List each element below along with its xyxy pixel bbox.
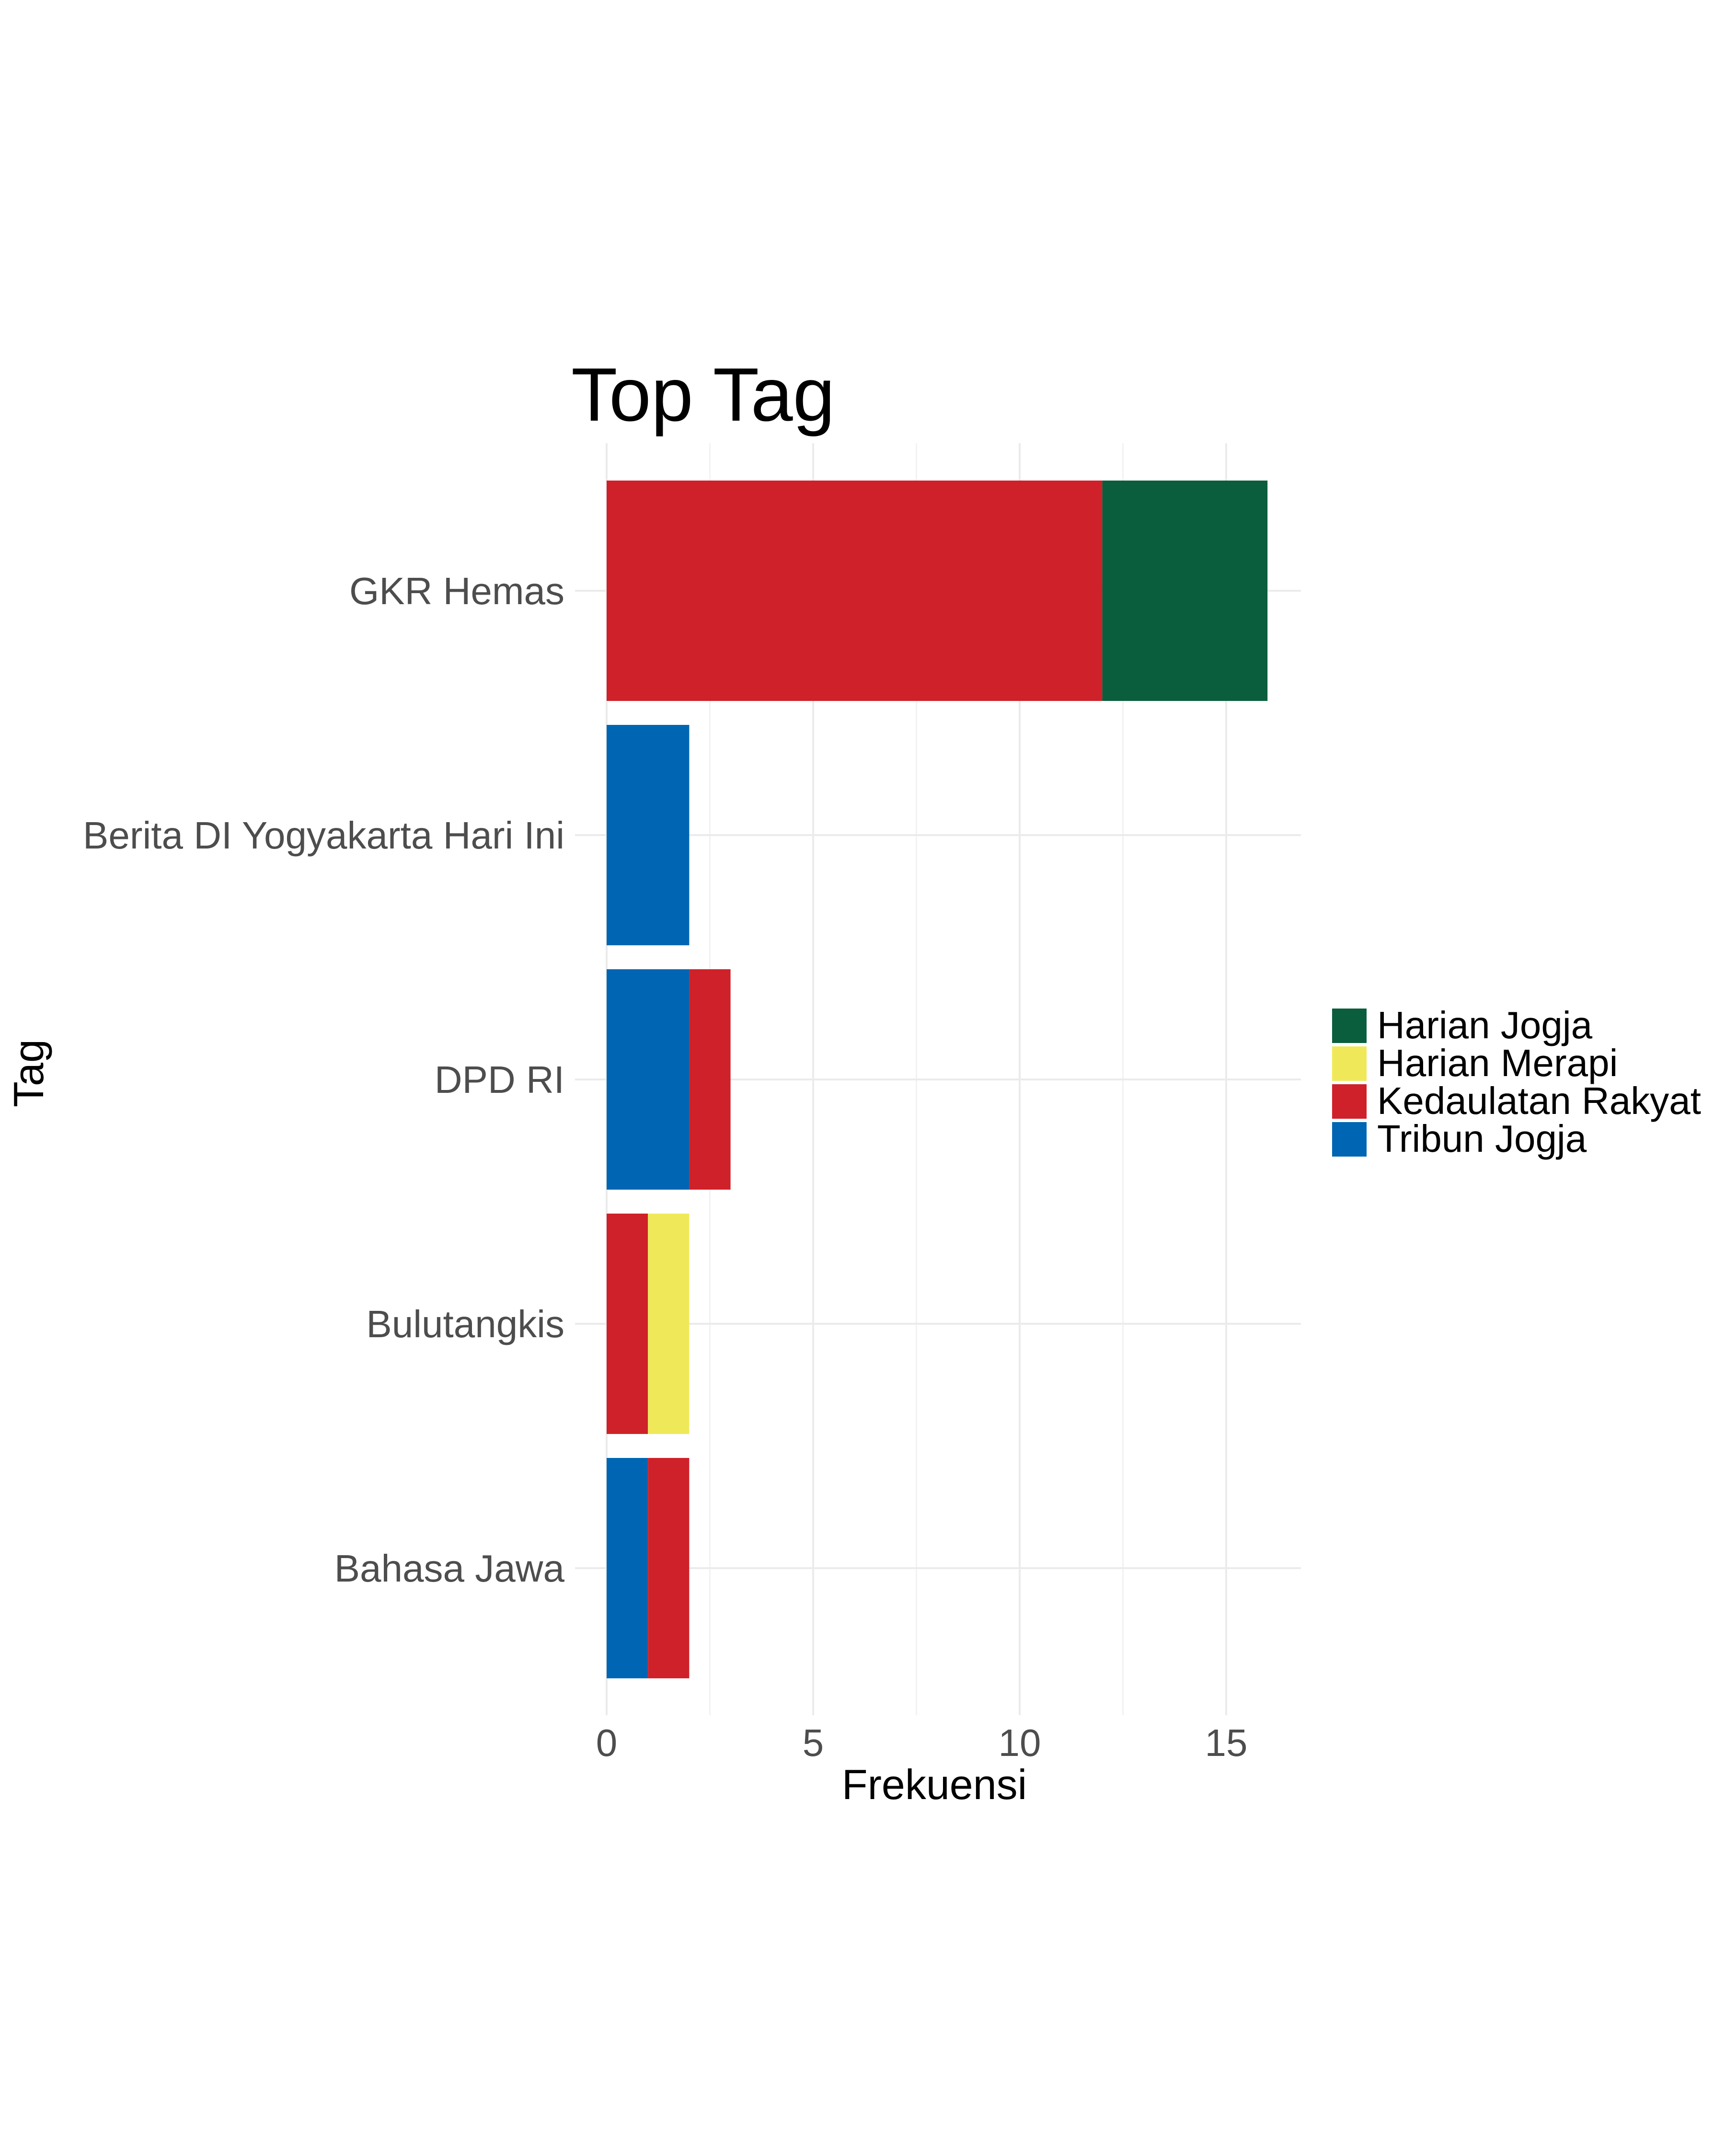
bar-segment	[607, 725, 690, 945]
y-tick-label: Bahasa Jawa	[334, 1547, 565, 1590]
bar-segment	[607, 1458, 648, 1678]
bar-segment	[1102, 481, 1268, 701]
bars	[607, 481, 1268, 1678]
x-tick-label: 10	[999, 1721, 1041, 1764]
legend-label: Kedaulatan Rakyat	[1377, 1079, 1701, 1122]
legend-key	[1332, 1009, 1367, 1043]
legend-key	[1332, 1046, 1367, 1081]
chart-title: Top Tag	[571, 353, 835, 437]
bar-segment	[607, 969, 690, 1190]
legend-key	[1332, 1122, 1367, 1157]
y-tick-label: GKR Hemas	[349, 570, 564, 612]
y-axis-ticks: GKR Hemas Berita DI Yogyakarta Hari Ini DP…	[83, 570, 564, 1590]
y-axis-title: Tag	[5, 1039, 52, 1107]
bar-segment	[607, 481, 1103, 701]
x-tick-label: 5	[803, 1721, 824, 1764]
y-tick-label: Bulutangkis	[366, 1303, 564, 1345]
y-tick-label: DPD RI	[435, 1058, 564, 1101]
x-tick-label: 15	[1205, 1721, 1248, 1764]
bar-segment	[648, 1214, 690, 1434]
bar-segment	[607, 1214, 648, 1434]
legend-label: Harian Merapi	[1377, 1042, 1618, 1084]
legend-key	[1332, 1084, 1367, 1119]
bar-segment	[689, 969, 731, 1190]
x-axis-title: Frekuensi	[842, 1761, 1027, 1808]
legend-label: Tribun Jogja	[1377, 1117, 1587, 1160]
x-tick-label: 0	[596, 1721, 618, 1764]
bar-segment	[648, 1458, 690, 1678]
x-axis-ticks: 0 5 10 15	[596, 1721, 1248, 1764]
legend-label: Harian Jogja	[1377, 1004, 1593, 1046]
y-tick-label: Berita DI Yogyakarta Hari Ini	[83, 814, 564, 857]
